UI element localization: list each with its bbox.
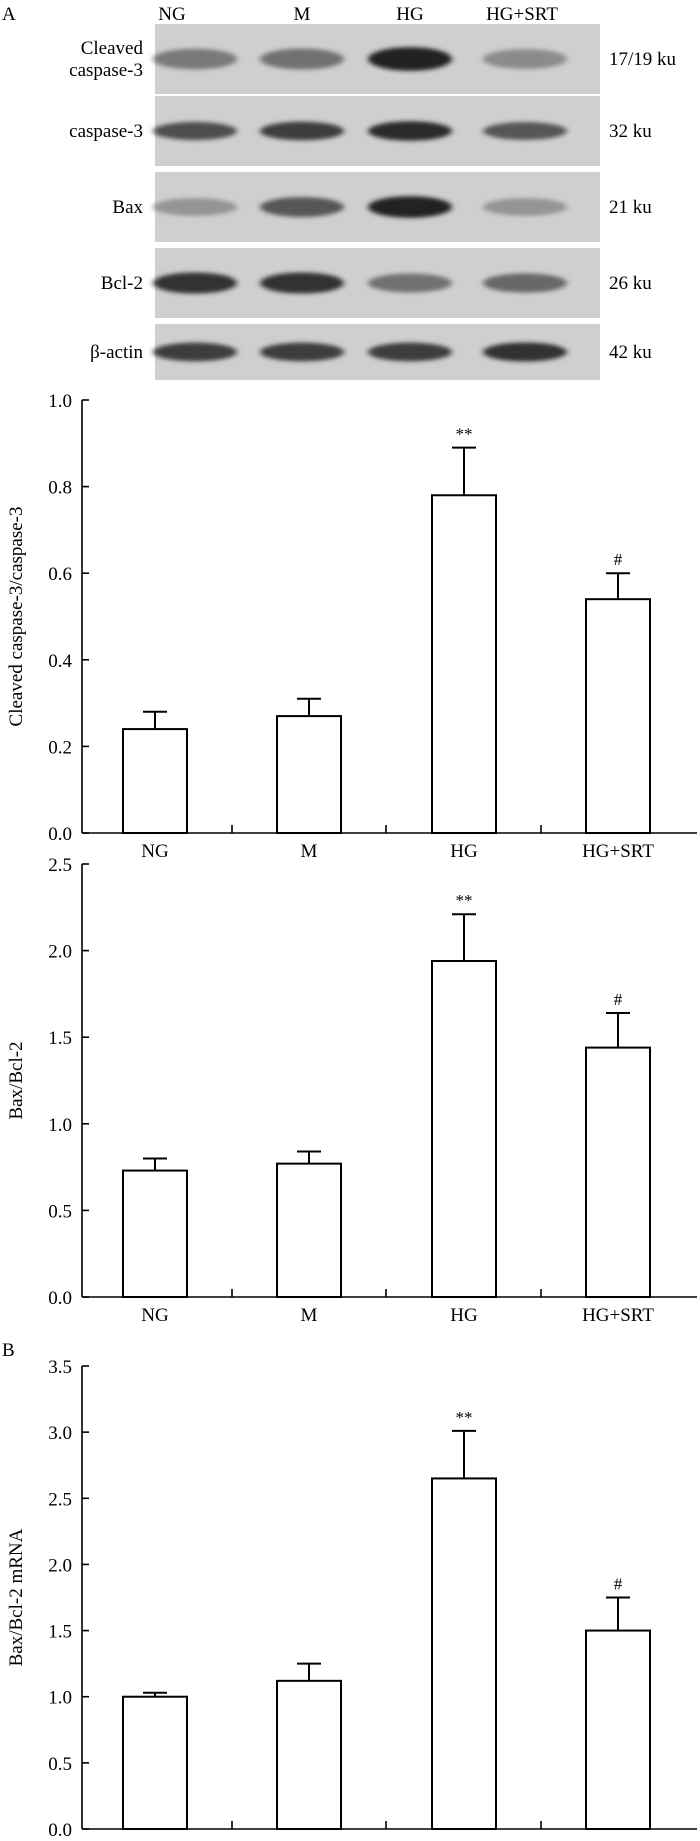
blot-band (153, 272, 237, 294)
y-axis-title: Bax/Bcl-2 (6, 1041, 27, 1119)
significance-marker: # (614, 550, 623, 569)
blot-row-label: β-actin (90, 342, 143, 363)
significance-marker: # (614, 1575, 623, 1594)
y-axis-title: Cleaved caspase-3/caspase-3 (6, 507, 27, 727)
significance-marker: ** (456, 891, 473, 910)
y-tick-label: 0.4 (48, 651, 72, 672)
blot-row: caspase-3 32 ku (69, 96, 652, 166)
x-category-label: NG (141, 1305, 169, 1326)
x-category-label: HG (450, 841, 478, 862)
bar (276, 715, 342, 835)
blot-row-label: Bax (112, 197, 143, 218)
y-tick-label: 0.5 (48, 1754, 72, 1775)
y-tick-label: 2.0 (48, 1555, 72, 1576)
y-tick-label: 2.0 (48, 942, 72, 963)
blot-lane-label: NG (158, 4, 186, 25)
blot-size-label: 42 ku (609, 342, 652, 363)
y-tick-label: 1.5 (48, 1622, 72, 1643)
bar (276, 1679, 342, 1830)
blot-band (260, 272, 344, 294)
bar (122, 1169, 188, 1298)
blot-size-label: 32 ku (609, 121, 652, 142)
y-tick-label: 0.2 (48, 737, 72, 758)
blot-band (153, 121, 237, 141)
x-category-label: M (301, 841, 318, 862)
blot-row: Bcl-2 26 ku (101, 248, 652, 318)
panel-label-a: A (2, 4, 16, 25)
y-tick-label: 0.0 (48, 1820, 72, 1836)
blot-band (483, 342, 567, 362)
blot-band (153, 198, 237, 216)
blot-band (153, 342, 237, 362)
blot-size-label: 21 ku (609, 197, 652, 218)
blot-band (260, 342, 344, 362)
significance-marker: ** (456, 425, 473, 444)
bar (431, 494, 497, 834)
bar (585, 1046, 651, 1299)
blot-band (483, 122, 567, 140)
y-tick-label: 0.0 (48, 1288, 72, 1309)
blot-band (368, 121, 452, 141)
bar (585, 598, 651, 834)
blot-size-label: 26 ku (609, 273, 652, 294)
blot-band (368, 196, 452, 218)
x-category-label: NG (141, 841, 169, 862)
blot-band (368, 47, 452, 71)
blot-row-label: caspase-3 (69, 121, 143, 142)
blot-band (260, 48, 344, 70)
bar (431, 1477, 497, 1830)
bar (122, 1695, 188, 1830)
bar (585, 1629, 651, 1830)
y-tick-label: 3.5 (48, 1357, 72, 1378)
y-tick-label: 0.6 (48, 564, 72, 585)
blot-lane-label: HG (396, 4, 424, 25)
bar (431, 959, 497, 1298)
blot-band (368, 273, 452, 293)
blot-band (153, 48, 237, 70)
blot-row: Bax 21 ku (112, 172, 652, 242)
blot-band (483, 48, 567, 70)
y-axis-title: Bax/Bcl-2 mRNA (6, 1528, 27, 1666)
y-tick-label: 1.5 (48, 1028, 72, 1049)
blot-lane-label: M (294, 4, 311, 25)
blot-lane-label: HG+SRT (486, 4, 558, 25)
blot-size-label: 17/19 ku (609, 49, 677, 70)
bar (276, 1162, 342, 1298)
x-category-label: HG+SRT (582, 841, 654, 862)
x-category-label: HG+SRT (582, 1305, 654, 1326)
y-tick-label: 0.5 (48, 1201, 72, 1222)
blot-band (260, 121, 344, 141)
x-category-label: HG (450, 1305, 478, 1326)
chart-bax-bcl2-ratio: 0.0 0.5 1.0 1.5 2.0 2.5 Bax/Bcl-2 NG M ** HG # HG+SR… (6, 855, 697, 1326)
blot-band (260, 197, 344, 217)
y-tick-label: 1.0 (48, 1115, 72, 1136)
blot-band (483, 198, 567, 216)
significance-marker: ** (456, 1408, 473, 1427)
panel-label-b: B (2, 1340, 15, 1361)
y-tick-label: 0.8 (48, 478, 72, 499)
blot-row-label: caspase-3 (69, 60, 143, 81)
y-tick-label: 1.0 (48, 391, 72, 412)
y-tick-label: 3.0 (48, 1423, 72, 1444)
blot-band (483, 273, 567, 293)
x-category-label: M (301, 1305, 318, 1326)
blot-band (368, 342, 452, 362)
blot-row-label: Bcl-2 (101, 273, 143, 294)
y-tick-label: 2.5 (48, 855, 72, 876)
blot-row-label: Cleaved (81, 38, 144, 59)
chart-cleaved-caspase3-ratio: 0.0 0.2 0.4 0.6 0.8 1.0 Cleaved caspase-3/casp… (6, 391, 697, 862)
y-tick-label: 1.0 (48, 1688, 72, 1709)
bar (122, 728, 188, 835)
significance-marker: # (614, 990, 623, 1009)
y-tick-label: 2.5 (48, 1489, 72, 1510)
y-tick-label: 0.0 (48, 824, 72, 845)
blot-row: β-actin 42 ku (90, 324, 652, 380)
